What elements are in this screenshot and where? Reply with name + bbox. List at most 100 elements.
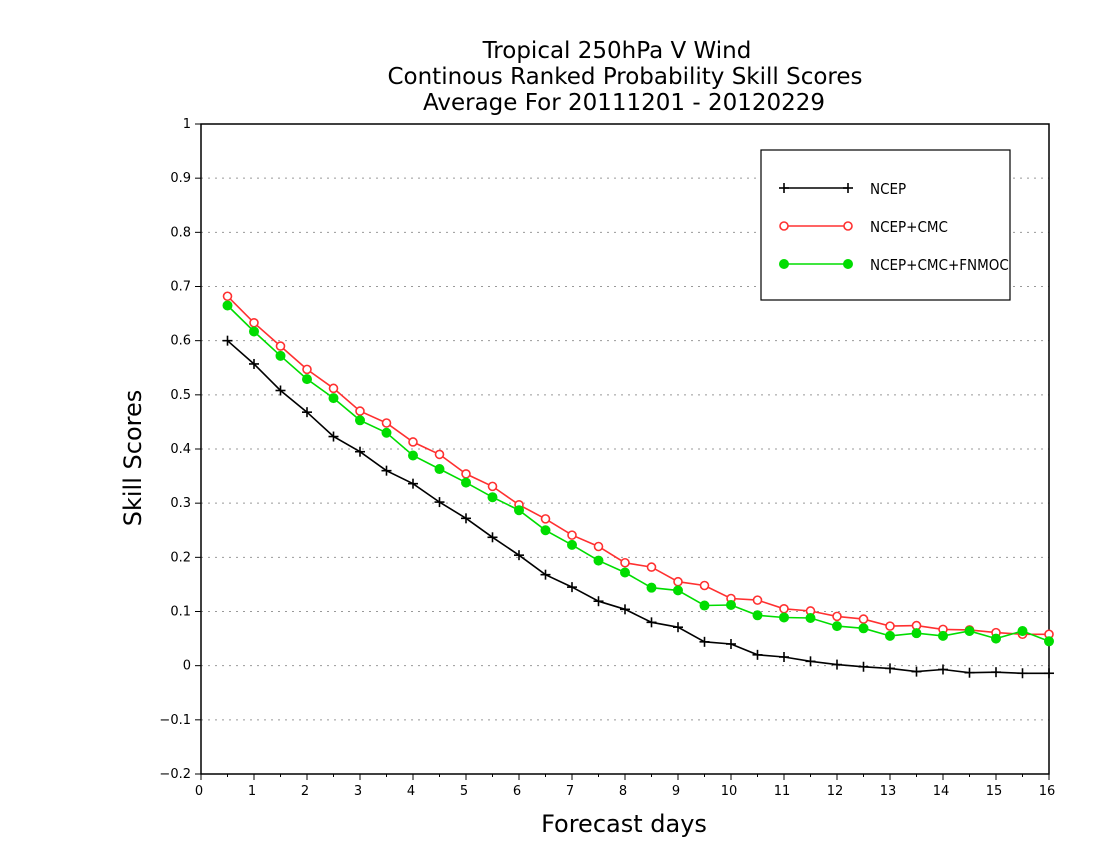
y-tick-label: 0.5 — [170, 388, 191, 403]
legend-marker-end — [843, 221, 853, 231]
chart-title: Tropical 250hPa V Wind Continous Ranked … — [387, 38, 862, 116]
legend-item: NCEP+CMC — [779, 218, 948, 236]
data-point — [249, 317, 259, 328]
data-point — [752, 610, 763, 621]
data-point — [222, 291, 233, 302]
legend-label: NCEP — [870, 180, 906, 198]
data-point — [673, 585, 683, 596]
x-tick-label: 9 — [672, 784, 680, 799]
data-point — [964, 667, 975, 678]
data-point — [275, 350, 286, 361]
data-point — [858, 661, 869, 672]
y-tick-label: 0.7 — [170, 280, 191, 295]
data-point — [222, 300, 233, 311]
y-tick-label: 0.9 — [170, 171, 191, 186]
data-point — [567, 582, 577, 593]
y-tick-label: 1 — [183, 117, 191, 132]
data-point — [620, 567, 630, 578]
data-point — [858, 623, 869, 634]
data-point — [328, 383, 339, 394]
data-point — [646, 562, 657, 572]
data-point — [593, 555, 604, 566]
data-point — [302, 364, 312, 375]
data-point — [699, 600, 710, 611]
legend-box — [760, 149, 1011, 301]
data-point — [222, 335, 233, 346]
data-point — [726, 639, 736, 649]
x-tick-label: 15 — [986, 784, 1003, 799]
x-tick-label: 4 — [407, 784, 415, 799]
data-point — [699, 580, 710, 591]
x-tick-label: 14 — [933, 784, 950, 799]
x-tick-label: 7 — [566, 784, 574, 799]
data-point — [593, 596, 604, 607]
x-tick-label: 13 — [880, 784, 897, 799]
y-tick-label: −0.2 — [159, 767, 191, 782]
data-point — [885, 630, 895, 641]
data-point — [938, 664, 948, 675]
data-point — [302, 374, 312, 385]
data-point — [1044, 668, 1054, 679]
data-point — [911, 666, 922, 677]
data-point — [593, 541, 604, 552]
x-tick-label: 0 — [195, 784, 203, 799]
x-tick-label: 12 — [827, 784, 844, 799]
data-point — [779, 603, 789, 614]
data-point — [1017, 668, 1028, 679]
y-tick-label: 0.6 — [170, 334, 191, 349]
legend-marker-start — [779, 221, 789, 231]
x-axis-label: Forecast days — [541, 810, 707, 838]
legend-item: NCEP+CMC+FNMOC — [779, 256, 1009, 274]
title-line-3: Average For 20111201 - 20120229 — [423, 90, 825, 116]
data-point — [302, 407, 312, 418]
data-point — [752, 649, 763, 660]
x-tick-label: 10 — [721, 784, 738, 799]
legend-marker-end — [843, 259, 853, 269]
data-point — [699, 636, 710, 647]
data-point — [646, 617, 657, 628]
series-0 — [222, 335, 1054, 679]
x-tick-label: 1 — [248, 784, 256, 799]
data-point — [540, 525, 551, 536]
ticks: −0.2−0.100.10.20.30.40.50.60.70.80.910 1 2… — [159, 117, 1055, 799]
data-point — [567, 530, 577, 540]
x-tick-label: 11 — [774, 784, 791, 799]
data-point — [355, 406, 365, 416]
data-point — [964, 626, 975, 636]
legend-label: NCEP+CMC — [870, 218, 948, 236]
data-point — [434, 449, 445, 460]
data-point — [355, 446, 365, 457]
data-point — [673, 622, 683, 633]
data-point — [885, 621, 895, 631]
data-point — [434, 464, 445, 475]
legend-label: NCEP+CMC+FNMOC — [870, 256, 1009, 274]
data-point — [726, 600, 736, 610]
y-axis-label: Skill Scores — [119, 390, 147, 527]
data-point — [514, 505, 524, 516]
data-point — [673, 576, 683, 587]
x-tick-label: 6 — [513, 784, 521, 799]
data-point — [752, 595, 763, 605]
data-point — [381, 465, 392, 476]
series-2 — [222, 300, 1054, 647]
y-tick-label: 0.2 — [170, 550, 191, 565]
data-point — [805, 613, 816, 623]
data-point — [461, 513, 471, 524]
data-point — [832, 659, 842, 670]
data-point — [249, 326, 259, 337]
x-tick-label: 5 — [460, 784, 468, 799]
data-point — [620, 604, 630, 615]
x-tick-label: 8 — [619, 784, 627, 799]
data-point — [991, 667, 1001, 678]
data-point — [858, 614, 869, 624]
data-point — [885, 663, 895, 674]
y-tick-label: 0.3 — [170, 496, 191, 511]
data-point — [779, 612, 789, 623]
x-tick-label: 3 — [354, 784, 362, 799]
data-point — [408, 478, 418, 489]
data-point — [381, 427, 392, 438]
y-tick-label: −0.1 — [159, 713, 191, 728]
x-tick-label: 2 — [301, 784, 309, 799]
